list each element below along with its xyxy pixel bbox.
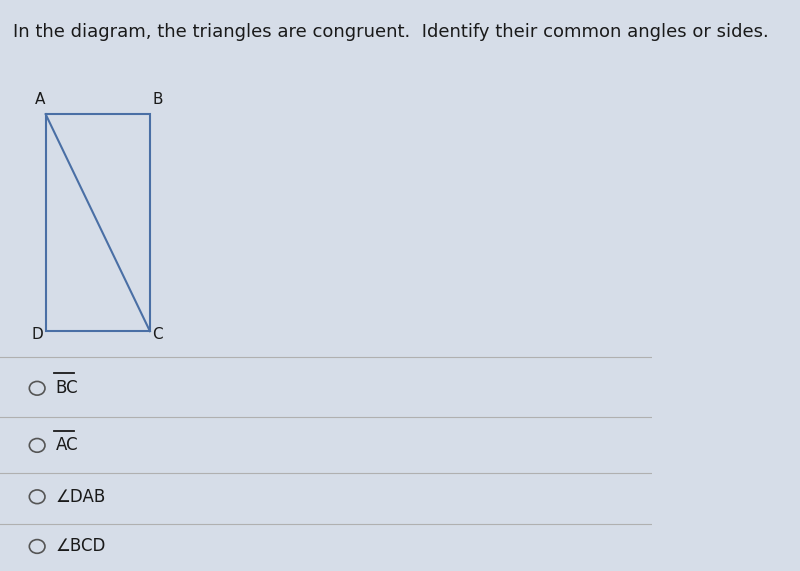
Text: In the diagram, the triangles are congruent.  Identify their common angles or si: In the diagram, the triangles are congru… <box>13 23 769 41</box>
Text: C: C <box>153 327 163 341</box>
Text: AC: AC <box>55 436 78 455</box>
Text: A: A <box>35 93 46 107</box>
Text: ∠BCD: ∠BCD <box>55 537 106 556</box>
Bar <box>46 114 150 331</box>
Text: B: B <box>153 93 163 107</box>
Text: ∠DAB: ∠DAB <box>55 488 106 506</box>
Text: D: D <box>32 327 44 341</box>
Text: BC: BC <box>55 379 78 397</box>
